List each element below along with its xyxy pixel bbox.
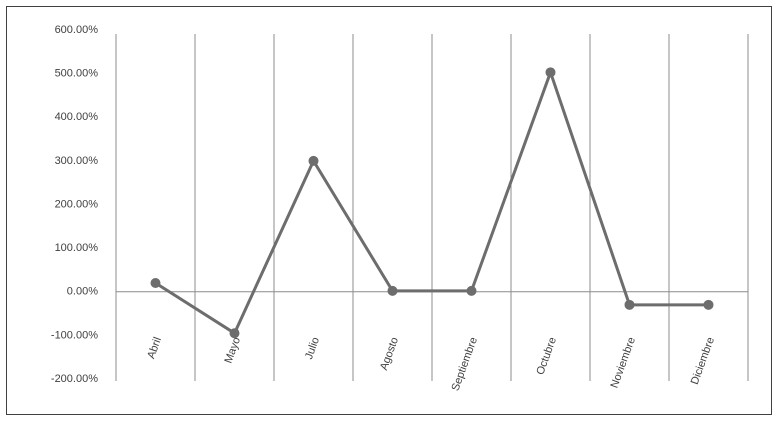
chart-frame <box>6 6 772 415</box>
data-point <box>387 285 398 296</box>
y-tick-label: -200.00% <box>51 373 98 385</box>
data-point <box>624 299 635 310</box>
y-tick-label: 300.00% <box>55 155 99 167</box>
data-point <box>703 299 714 310</box>
data-point <box>150 278 161 289</box>
y-tick-label: 200.00% <box>55 198 99 210</box>
y-tick-label: 100.00% <box>55 242 99 254</box>
y-tick-label: 600.00% <box>55 24 99 36</box>
y-tick-label: 500.00% <box>55 68 99 80</box>
y-tick-label: -100.00% <box>51 329 98 341</box>
data-point <box>545 67 556 78</box>
data-point <box>308 155 319 166</box>
series-line <box>154 70 709 335</box>
data-point <box>229 328 240 339</box>
y-tick-label: 0.00% <box>67 286 98 298</box>
data-point <box>466 285 477 296</box>
y-tick-label: 400.00% <box>55 111 99 123</box>
